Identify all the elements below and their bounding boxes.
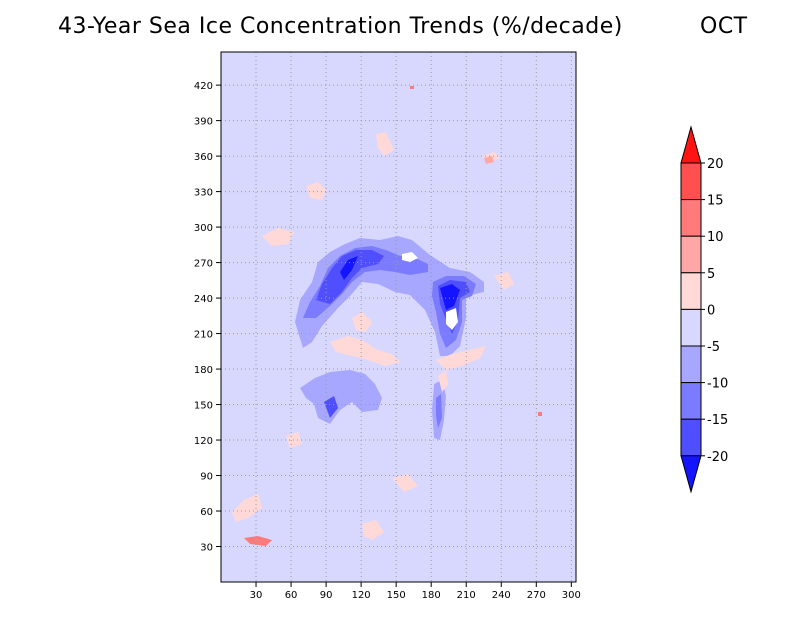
colorbar-box bbox=[680, 272, 702, 310]
y-tick-label: 150 bbox=[194, 401, 213, 412]
y-tick-label: 120 bbox=[194, 436, 213, 447]
positive-patch-north-2 bbox=[376, 132, 394, 156]
positive-speck-northeast bbox=[484, 156, 494, 164]
plot-area: 30 60 90 120 150 180 210 240 270 300 30 60 90 120 150… bbox=[194, 51, 581, 601]
colorbar-label: -5 bbox=[707, 340, 720, 355]
positive-patch-far-east bbox=[494, 272, 514, 290]
x-tick-label: 60 bbox=[285, 590, 298, 601]
negative-region-strong-west bbox=[316, 250, 384, 304]
positive-patch-south bbox=[362, 520, 384, 540]
colorbar-box bbox=[680, 418, 702, 457]
y-tick-label: 90 bbox=[200, 472, 213, 483]
positive-patch-center-2 bbox=[352, 312, 372, 332]
negative-core-1 bbox=[340, 256, 358, 280]
negative-region-south-core bbox=[324, 396, 338, 418]
x-tick-label: 30 bbox=[250, 590, 263, 601]
colorbar-box bbox=[680, 382, 702, 420]
negative-region-mid bbox=[303, 246, 428, 318]
x-tick-label: 210 bbox=[457, 590, 476, 601]
x-tick-label: 270 bbox=[527, 590, 546, 601]
y-axis: 30 60 90 120 150 180 210 240 270 300 330 360 390 420 bbox=[194, 81, 221, 554]
negative-strip-east-core bbox=[436, 394, 442, 428]
colorbar-label: 5 bbox=[707, 267, 715, 282]
y-tick-label: 60 bbox=[200, 507, 213, 518]
colorbar-box bbox=[680, 162, 702, 201]
positive-patch-east bbox=[436, 346, 486, 370]
positive-patch-center bbox=[330, 336, 400, 366]
y-tick-label: 300 bbox=[194, 223, 213, 234]
y-tick-label: 420 bbox=[194, 81, 213, 92]
colorbar-label: -10 bbox=[707, 377, 728, 392]
y-tick-label: 240 bbox=[194, 294, 213, 305]
x-tick-label: 90 bbox=[320, 590, 333, 601]
colorbar-label: 10 bbox=[707, 230, 724, 245]
y-tick-label: 180 bbox=[194, 365, 213, 376]
colorbar-label: -15 bbox=[707, 413, 728, 428]
colorbar-box bbox=[680, 235, 702, 274]
map-background bbox=[221, 52, 576, 582]
positive-patch-south-2 bbox=[392, 474, 418, 492]
positive-patch-south-east bbox=[438, 370, 448, 392]
colorbar-label: 20 bbox=[707, 157, 724, 172]
positive-speck-top bbox=[410, 86, 414, 89]
y-tick-label: 390 bbox=[194, 117, 213, 128]
x-tick-label: 300 bbox=[562, 590, 581, 601]
y-tick-label: 30 bbox=[200, 543, 213, 554]
y-tick-label: 330 bbox=[194, 188, 213, 199]
x-tick-label: 120 bbox=[352, 590, 371, 601]
positive-patch-northwest bbox=[262, 228, 294, 246]
y-tick-label: 210 bbox=[194, 330, 213, 341]
nodata-patch-1 bbox=[402, 252, 418, 262]
y-tick-label: 360 bbox=[194, 152, 213, 163]
plot-frame bbox=[220, 51, 577, 583]
colorbar-box bbox=[680, 199, 702, 237]
month-label: OCT bbox=[700, 14, 748, 39]
colorbar-label: 0 bbox=[707, 303, 715, 318]
colorbar-label: -20 bbox=[707, 450, 728, 465]
colorbar: 20 15 10 5 0 -5 -10 -15 -20 bbox=[680, 125, 728, 494]
colorbar-extend-min bbox=[680, 455, 702, 494]
y-tick-label: 270 bbox=[194, 259, 213, 270]
negative-region-south bbox=[300, 370, 382, 424]
positive-patch-north bbox=[306, 182, 326, 200]
chart-title: 43-Year Sea Ice Concentration Trends (%/… bbox=[58, 14, 623, 39]
x-tick-label: 240 bbox=[492, 590, 511, 601]
positive-speck-east bbox=[538, 412, 542, 416]
negative-core-2 bbox=[440, 284, 460, 310]
colorbar-extend-max bbox=[680, 125, 702, 164]
colorbar-box bbox=[680, 308, 702, 347]
gridlines bbox=[221, 52, 576, 582]
positive-speck-southwest bbox=[244, 536, 272, 546]
nodata-patch-2 bbox=[446, 308, 458, 330]
positive-patch-southwest bbox=[232, 494, 262, 522]
x-tick-label: 150 bbox=[387, 590, 406, 601]
trend-field bbox=[232, 86, 542, 546]
colorbar-box bbox=[680, 345, 702, 384]
x-tick-label: 180 bbox=[422, 590, 441, 601]
colorbar-label: 15 bbox=[707, 194, 724, 209]
x-axis: 30 60 90 120 150 180 210 240 270 300 bbox=[250, 582, 581, 601]
